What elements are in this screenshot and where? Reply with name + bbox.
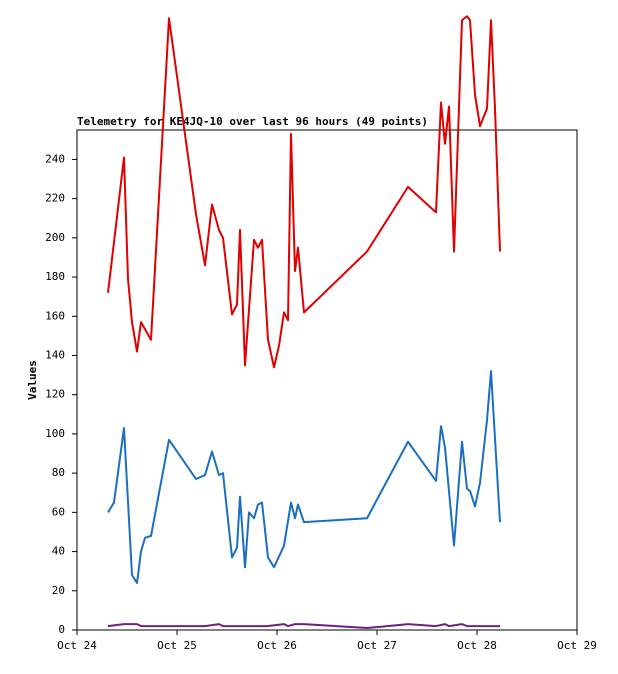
y-tick-label: 0 — [58, 623, 65, 636]
y-tick-label: 40 — [52, 545, 65, 558]
y-tick-label: 120 — [45, 388, 65, 401]
x-tick-label: Oct 27 — [357, 639, 397, 652]
x-tick-label: Oct 29 — [557, 639, 597, 652]
y-tick-label: 200 — [45, 231, 65, 244]
x-tick-label: Oct 26 — [257, 639, 297, 652]
x-tick-label: Oct 28 — [457, 639, 497, 652]
series-line — [107, 623, 500, 630]
plot-frame — [76, 129, 578, 631]
y-tick-label: 80 — [52, 466, 65, 479]
chart-title: Telemetry for KE4JQ-10 over last 96 hour… — [77, 115, 428, 128]
x-tick-label: Oct 24 — [57, 639, 97, 652]
y-tick-label: 240 — [45, 152, 65, 165]
y-axis-label: Values — [26, 360, 39, 400]
y-tick-label: 140 — [45, 348, 65, 361]
y-tick-label: 160 — [45, 309, 65, 322]
y-tick-label: 60 — [52, 505, 65, 518]
x-tick-label: Oct 25 — [157, 639, 197, 652]
y-tick-label: 180 — [45, 270, 65, 283]
y-tick-label: 20 — [52, 584, 65, 597]
series-line — [107, 15, 501, 369]
series-line — [107, 370, 501, 584]
y-tick-label: 220 — [45, 192, 65, 205]
y-tick-label: 100 — [45, 427, 65, 440]
